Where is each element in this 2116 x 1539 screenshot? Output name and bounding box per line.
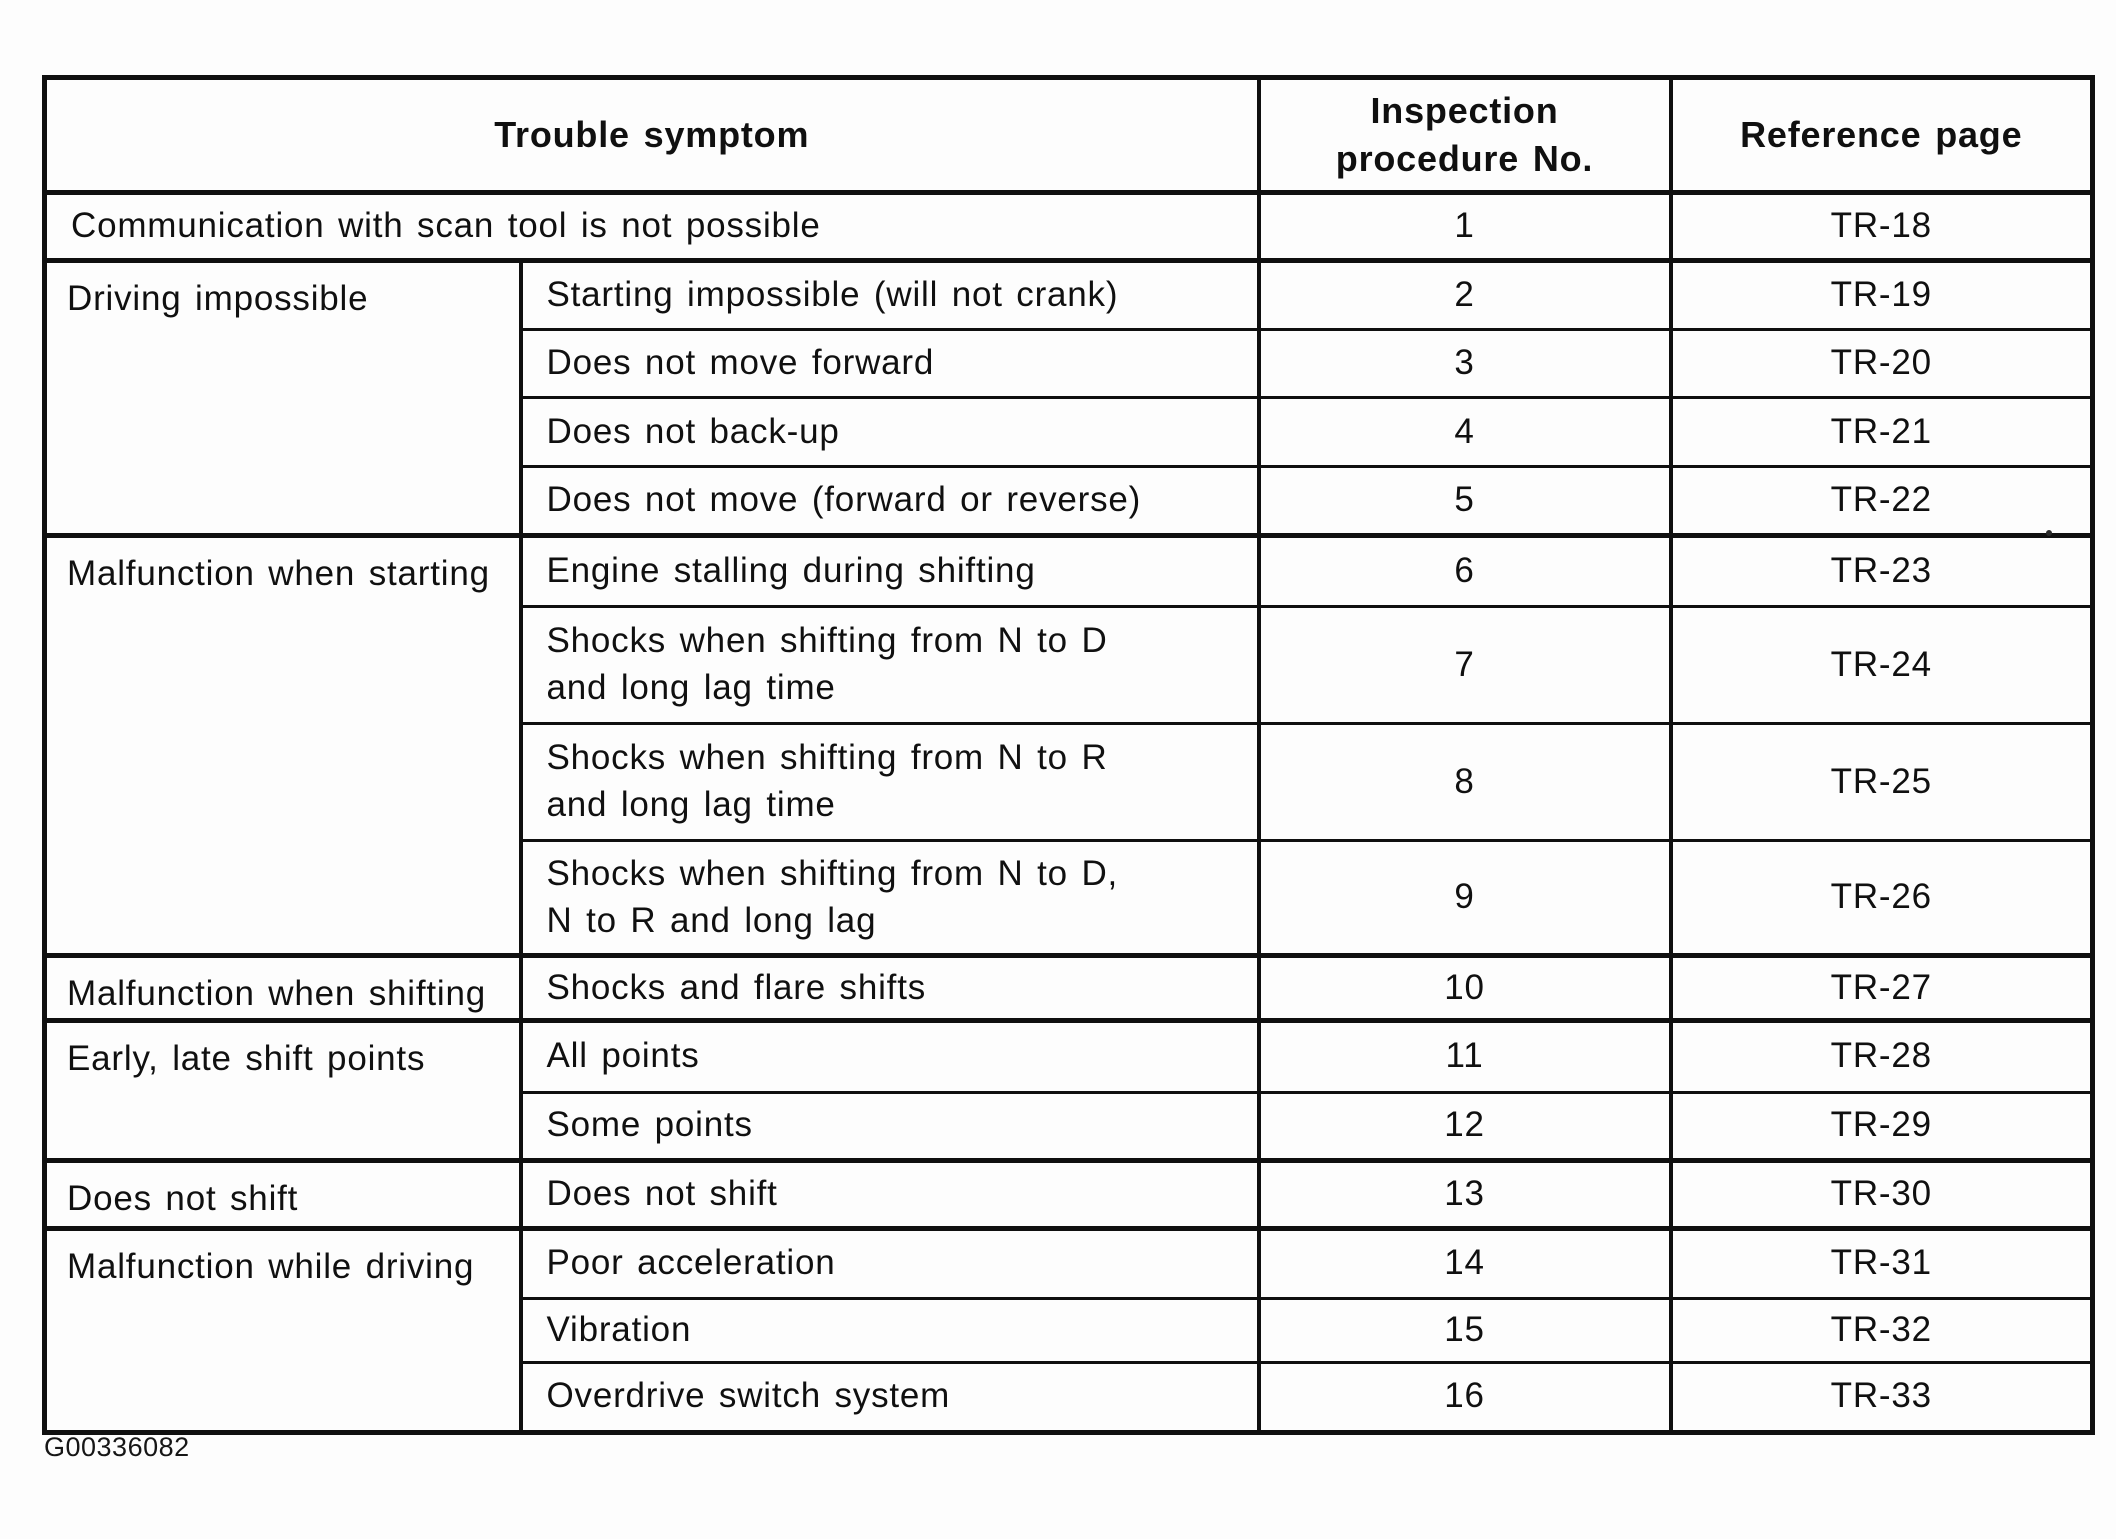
group-cell: Malfunction when starting — [42, 533, 523, 957]
symptom-cell: Engine stalling during shifting — [518, 533, 1261, 608]
procedure-no-cell: 9 — [1256, 839, 1673, 957]
table-row: Does not back-up 4 TR-21 — [45, 396, 2095, 468]
symptom-cell: Does not move (forward or reverse) — [518, 465, 1261, 537]
procedure-no-cell: 12 — [1256, 1090, 1673, 1162]
procedure-no-cell: 8 — [1256, 722, 1673, 842]
symptom-cell: Overdrive switch system — [518, 1360, 1261, 1434]
table-row: Does not move (forward or reverse) 5 TR-… — [45, 465, 2095, 537]
procedure-no-cell: 15 — [1256, 1296, 1673, 1364]
reference-page-cell: TR-25 — [1668, 722, 2095, 842]
symptom-cell: Communication with scan tool is not poss… — [42, 190, 1261, 262]
reference-page-cell: TR-27 — [1668, 953, 2095, 1022]
table-row: Some points 12 TR-29 — [45, 1090, 2095, 1162]
procedure-no-cell: 4 — [1256, 396, 1673, 468]
procedure-no-cell: 13 — [1256, 1157, 1673, 1230]
table-row: Does not move forward 3 TR-20 — [45, 328, 2095, 399]
table-row: Shocks when shifting from N to D and lon… — [45, 605, 2095, 725]
symptom-cell: Poor acceleration — [518, 1225, 1261, 1300]
table-row: Does not shift Does not shift 13 TR-30 — [42, 1157, 2095, 1230]
table-row: Shocks when shifting from N to R and lon… — [45, 722, 2095, 842]
table-row: Driving impossible Starting impossible (… — [42, 258, 2095, 537]
symptom-cell: All points — [518, 1017, 1261, 1094]
table-row: Malfunction when starting Engine stallin… — [42, 533, 2095, 957]
scan-speck — [2046, 530, 2052, 536]
header-trouble-symptom: Trouble symptom — [42, 76, 1261, 195]
table-row: Communication with scan tool is not poss… — [42, 190, 2095, 262]
symptom-cell: Shocks when shifting from N to D and lon… — [518, 605, 1261, 725]
reference-page-cell: TR-32 — [1668, 1296, 2095, 1364]
group-cell: Early, late shift points — [42, 1017, 523, 1162]
symptom-cell: Does not back-up — [518, 396, 1261, 468]
reference-page-cell: TR-18 — [1668, 190, 2095, 262]
procedure-no-cell: 14 — [1256, 1225, 1673, 1300]
procedure-no-cell: 5 — [1256, 465, 1673, 537]
symptom-cell: Shocks when shifting from N to D, N to R… — [518, 839, 1261, 957]
reference-page-cell: TR-23 — [1668, 533, 2095, 608]
reference-page-cell: TR-22 — [1668, 465, 2095, 537]
symptom-cell: Shocks and flare shifts — [518, 953, 1261, 1022]
procedure-no-cell: 11 — [1256, 1017, 1673, 1094]
procedure-no-cell: 7 — [1256, 605, 1673, 725]
reference-page-cell: TR-33 — [1668, 1360, 2095, 1434]
reference-page-cell: TR-30 — [1668, 1157, 2095, 1230]
symptom-cell: Does not move forward — [518, 328, 1261, 399]
symptom-cell: Starting impossible (will not crank) — [518, 258, 1261, 331]
table-row: Shocks when shifting from N to D, N to R… — [45, 839, 2095, 957]
table-row: Overdrive switch system 16 TR-33 — [45, 1360, 2095, 1434]
symptom-cell: Some points — [518, 1090, 1261, 1162]
reference-page-cell: TR-21 — [1668, 396, 2095, 468]
symptom-cell: Shocks when shifting from N to R and lon… — [518, 722, 1261, 842]
procedure-no-cell: 6 — [1256, 533, 1673, 608]
symptom-cell: Vibration — [518, 1296, 1261, 1364]
reference-page-cell: TR-28 — [1668, 1017, 2095, 1094]
reference-page-cell: TR-24 — [1668, 605, 2095, 725]
table-row: Early, late shift points All points 11 T… — [42, 1017, 2095, 1162]
reference-page-cell: TR-31 — [1668, 1225, 2095, 1300]
table-row: Malfunction while driving Poor accelerat… — [42, 1225, 2095, 1434]
figure-code: G00336082 — [44, 1432, 190, 1462]
trouble-symptom-table: Trouble symptom Inspection procedure No.… — [42, 75, 2096, 1435]
procedure-no-cell: 1 — [1256, 190, 1673, 262]
symptom-cell: Does not shift — [518, 1157, 1261, 1230]
reference-page-cell: TR-26 — [1668, 839, 2095, 957]
header-reference-page: Reference page — [1668, 76, 2095, 195]
group-cell: Malfunction while driving — [42, 1225, 523, 1434]
reference-page-cell: TR-19 — [1668, 258, 2095, 331]
procedure-no-cell: 10 — [1256, 953, 1673, 1022]
table-row: Vibration 15 TR-32 — [45, 1296, 2095, 1364]
procedure-no-cell: 3 — [1256, 328, 1673, 399]
header-row: Trouble symptom Inspection procedure No.… — [42, 76, 2095, 195]
group-cell: Malfunction when shifting — [42, 953, 523, 1022]
table-row: Malfunction when shifting Shocks and fla… — [42, 953, 2095, 1022]
reference-page-cell: TR-20 — [1668, 328, 2095, 399]
header-inspection-procedure-no: Inspection procedure No. — [1256, 76, 1673, 195]
procedure-no-cell: 2 — [1256, 258, 1673, 331]
group-cell: Does not shift — [42, 1157, 523, 1230]
group-cell: Driving impossible — [42, 258, 523, 537]
procedure-no-cell: 16 — [1256, 1360, 1673, 1434]
reference-page-cell: TR-29 — [1668, 1090, 2095, 1162]
